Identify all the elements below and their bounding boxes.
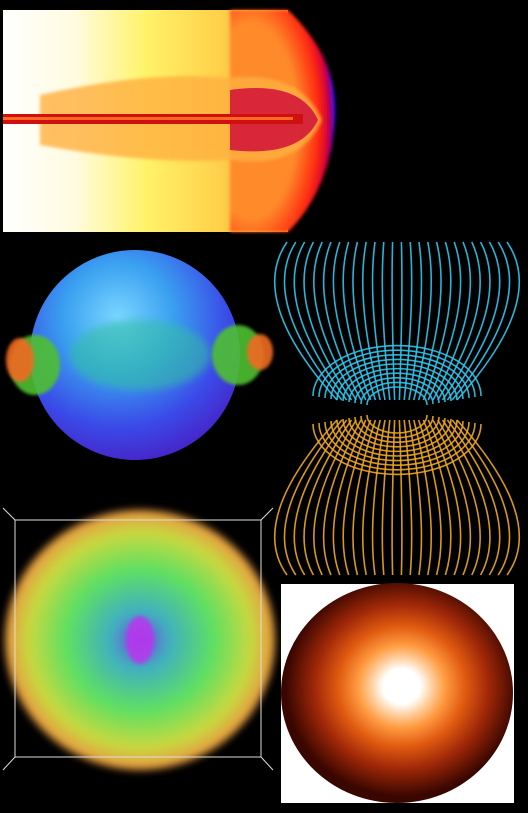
field-line [283, 419, 343, 576]
disk [281, 583, 513, 803]
field-line [408, 241, 423, 401]
field-line [360, 381, 434, 405]
field-line [293, 241, 348, 401]
field-line [322, 241, 362, 401]
field-line [352, 419, 377, 576]
field-line [446, 419, 501, 576]
field-line [456, 419, 521, 576]
field-line [432, 241, 472, 401]
field-line [451, 241, 511, 401]
field-line [293, 419, 348, 576]
field-line [417, 419, 442, 576]
fieldline-panel [273, 240, 521, 577]
field-line [273, 419, 338, 576]
field-line [352, 241, 377, 401]
disk-panel [281, 583, 514, 803]
field-line [318, 422, 476, 471]
field-line [371, 419, 386, 576]
field-line [456, 241, 521, 401]
jet-panel [3, 10, 336, 232]
field-line [408, 419, 423, 576]
field-line [361, 419, 381, 576]
field-line [283, 241, 343, 401]
right-plume-edge [247, 334, 273, 370]
volume-core [126, 616, 154, 664]
field-line [366, 386, 428, 406]
fieldline-background [281, 240, 514, 577]
field-line [427, 241, 462, 401]
volume-box-edges [2, 507, 274, 771]
field-line [342, 241, 372, 401]
field-line [413, 419, 433, 576]
field-line [312, 344, 482, 397]
field-line [441, 419, 491, 576]
field-line [332, 241, 367, 401]
field-line [273, 241, 338, 401]
field-line [336, 419, 458, 457]
field-line [342, 367, 452, 402]
field-line [446, 241, 501, 401]
field-line [451, 419, 511, 576]
field-line [422, 419, 452, 576]
field-line [342, 419, 372, 576]
field-line [361, 241, 381, 401]
field-line [441, 241, 491, 401]
volume-panel [2, 507, 275, 771]
field-line [366, 414, 428, 434]
field-line [332, 419, 367, 576]
field-line [330, 358, 464, 400]
field-line [348, 372, 446, 403]
field-line [303, 241, 353, 401]
field-line [422, 241, 452, 401]
field-line [354, 416, 440, 443]
field-line [417, 241, 442, 401]
field-lines [273, 241, 521, 576]
field-line [403, 241, 413, 401]
field-line [354, 377, 440, 404]
left-plume-edge [6, 338, 34, 382]
field-line [381, 241, 391, 401]
sphere-panel [6, 250, 273, 460]
field-line [336, 363, 458, 401]
field-line [324, 354, 470, 399]
field-line [348, 417, 446, 448]
field-line [330, 420, 464, 462]
field-line [371, 241, 386, 401]
field-line [360, 415, 434, 439]
field-line [312, 423, 482, 476]
volume-box [14, 519, 262, 758]
field-line [318, 349, 476, 398]
field-line [324, 421, 470, 466]
field-line [413, 241, 433, 401]
field-line [303, 419, 353, 576]
jet-core [3, 117, 293, 120]
sphere-band [70, 320, 210, 390]
field-line [342, 418, 452, 453]
field-line [427, 419, 462, 576]
